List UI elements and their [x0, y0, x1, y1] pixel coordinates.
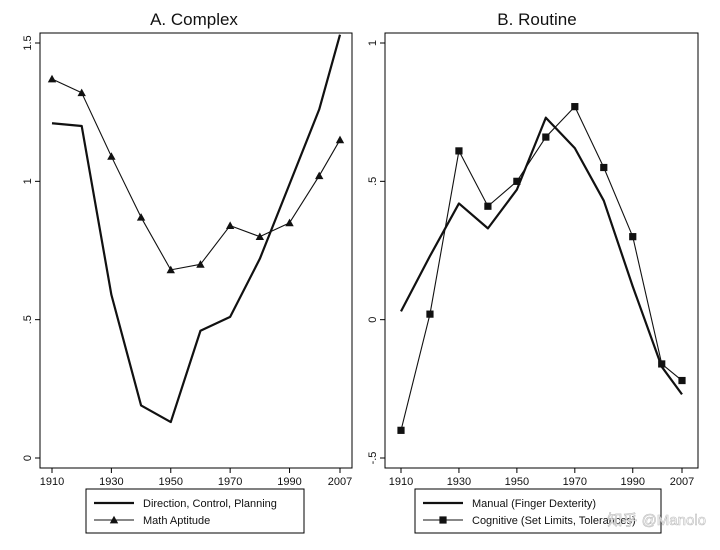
data-point	[255, 232, 265, 241]
y-tick-label: 1	[22, 178, 34, 184]
legend-marker	[439, 516, 447, 524]
y-tick-label: 1.5	[22, 35, 34, 50]
legend-box	[414, 488, 662, 534]
y-tick-label: 0	[367, 317, 379, 323]
data-point	[47, 74, 57, 83]
x-tick-label: 1910	[389, 476, 413, 488]
data-point	[629, 233, 637, 241]
y-tick-label: 1	[367, 40, 379, 46]
data-point	[225, 221, 235, 229]
legend-label: Direction, Control, Planning	[143, 498, 277, 510]
panel-routine: B. Routine 1910 1930 1950 1970 1990 2007 -.5 0.…	[367, 10, 699, 534]
series-line	[400, 116, 683, 396]
chart-title: A. Complex	[150, 10, 238, 29]
legend-label: Manual (Finger Dexterity)	[472, 498, 596, 510]
data-point	[426, 310, 434, 318]
legend-box	[85, 488, 305, 534]
x-tick-label: 1930	[99, 476, 123, 488]
data-point	[166, 265, 175, 274]
x-tick-label: 1970	[563, 476, 587, 488]
x-tick-label: 1990	[277, 476, 301, 488]
x-tick-label: 2007	[670, 476, 694, 488]
data-point	[658, 360, 666, 368]
watermark: 知乎 @Manolo	[607, 512, 706, 529]
plot-frame	[384, 32, 699, 469]
legend-label: Cognitive (Set Limits, Tolerances)	[472, 515, 636, 527]
data-point	[315, 171, 324, 180]
x-tick-label: 1950	[505, 476, 529, 488]
chart-title: B. Routine	[497, 10, 576, 29]
x-tick-label: 2007	[328, 476, 352, 488]
data-point	[397, 426, 405, 434]
data-point	[484, 202, 492, 210]
data-point	[335, 135, 345, 144]
data-point	[571, 103, 579, 111]
series-line	[400, 106, 683, 431]
x-tick-label: 1950	[159, 476, 183, 488]
data-point	[107, 152, 116, 160]
data-point	[455, 147, 463, 155]
panel-complex: A. Complex 1910 1930 1950 1970 1990 2007 0 .5 1 1…	[22, 10, 353, 534]
x-tick-label: 1910	[40, 476, 64, 488]
x-tick-label: 1970	[218, 476, 242, 488]
data-point	[77, 88, 86, 97]
data-point	[513, 177, 521, 185]
data-point	[542, 133, 550, 141]
series-line	[51, 78, 341, 271]
series-line	[51, 34, 342, 424]
x-tick-label: 1930	[447, 476, 471, 488]
y-tick-label: 0	[22, 455, 34, 461]
legend-label: Math Aptitude	[143, 515, 210, 527]
legend-marker	[109, 515, 119, 524]
y-tick-label: .5	[22, 315, 34, 324]
plot-frame	[39, 32, 353, 469]
y-tick-label: .5	[367, 177, 379, 186]
x-tick-label: 1990	[621, 476, 645, 488]
data-point	[136, 213, 146, 221]
data-point	[678, 376, 686, 385]
data-point	[600, 163, 608, 172]
data-point	[196, 260, 205, 268]
y-tick-label: -.5	[367, 452, 379, 465]
data-point	[285, 218, 294, 227]
